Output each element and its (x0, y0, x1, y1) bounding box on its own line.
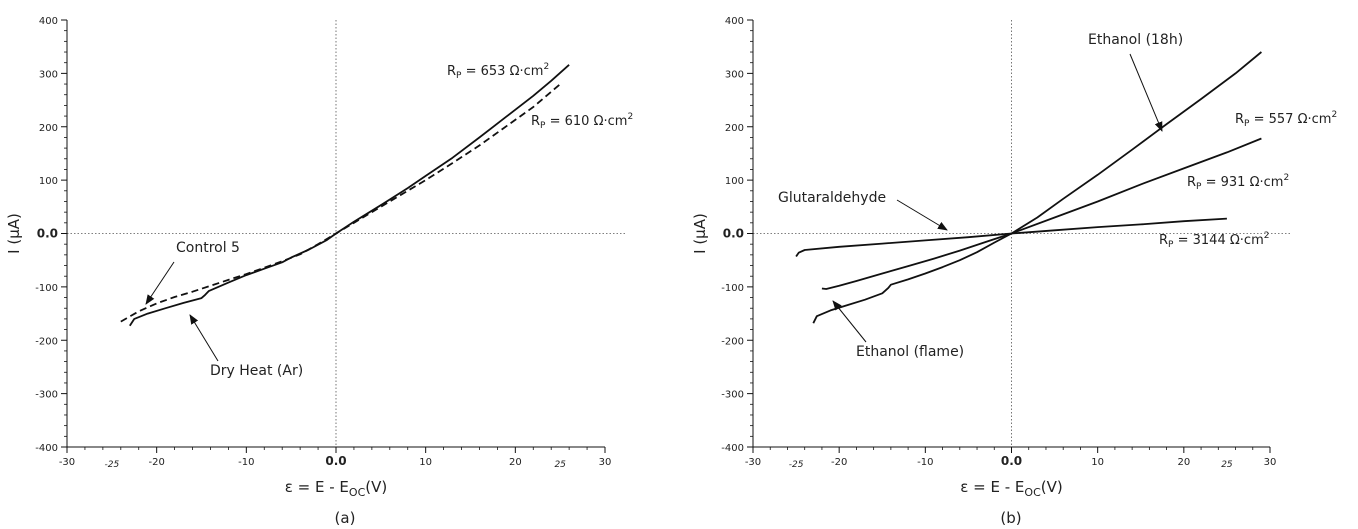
series-annotation-label: Control 5 (176, 240, 240, 256)
y-tick-label: -200 (35, 336, 58, 347)
x-tick-label: 0.0 (325, 454, 346, 468)
y-axis-label: I (μA) (691, 213, 709, 254)
chart-panel-a: -400 -300 -200 -100 0.0 100 200 300 400 -30 -20 -10… (5, 16, 633, 527)
x-axis-label: ε = E - EOC(V) (285, 478, 387, 499)
y-tick-label: -100 (35, 283, 58, 294)
series-line-dry-heat-ar (129, 64, 570, 327)
polarization-resistance-label: RP = 653 Ω·cm2 (447, 62, 549, 81)
x-tick-label: 30 (1264, 457, 1277, 468)
polarization-resistance-label: RP = 3144 Ω·cm2 (1159, 231, 1269, 250)
y-tick-label: 300 (725, 69, 744, 80)
polarization-resistance-label: RP = 610 Ω·cm2 (531, 112, 633, 131)
series-annotation-label: Ethanol (18h) (1088, 32, 1183, 48)
polarization-resistance-label: RP = 931 Ω·cm2 (1187, 173, 1289, 192)
series-line-glutaraldehyde (795, 217, 1227, 258)
extra-x-tick-label: -25 (789, 460, 804, 470)
y-tick-label: -100 (721, 283, 744, 294)
x-axis-label: ε = E - EOC(V) (960, 478, 1062, 499)
x-tick-label: -10 (917, 457, 933, 468)
x-tick-label: 20 (1177, 457, 1190, 468)
panel-label: (a) (335, 509, 356, 527)
polarization-resistance-label: RP = 557 Ω·cm2 (1235, 110, 1337, 129)
extra-x-tick-label: 25 (1221, 460, 1233, 470)
extra-x-tick-label: 25 (554, 460, 566, 470)
x-tick-label: -30 (745, 457, 761, 468)
y-tick-label: 200 (725, 123, 744, 134)
annotation-arrow (189, 314, 219, 362)
x-tick-label: 10 (419, 457, 432, 468)
x-tick-label: 10 (1091, 457, 1104, 468)
annotation-arrow (145, 261, 175, 305)
annotation-arrow (832, 300, 867, 343)
y-tick-label: -400 (721, 443, 744, 454)
chart-panel-b: -400 -300 -200 -100 0.0 100 200 300 400 -30 -20 -10… (691, 16, 1337, 527)
y-tick-label: 400 (39, 16, 58, 27)
y-tick-label: -300 (35, 390, 58, 401)
x-tick-label: 20 (509, 457, 522, 468)
x-tick-label: -10 (238, 457, 254, 468)
y-tick-label: 300 (39, 69, 58, 80)
series-annotation-label: Glutaraldehyde (778, 190, 886, 206)
y-tick-label: -400 (35, 443, 58, 454)
x-tick-label: 0.0 (1001, 454, 1022, 468)
x-tick-label: -20 (148, 457, 164, 468)
y-tick-label: 200 (39, 123, 58, 134)
x-tick-label: -20 (831, 457, 847, 468)
y-tick-label: 0.0 (723, 227, 744, 241)
series-annotation-label: Ethanol (flame) (856, 344, 964, 360)
y-tick-label: 0.0 (37, 227, 58, 241)
y-tick-label: 100 (39, 176, 58, 187)
series-line-control-5 (120, 83, 561, 323)
y-tick-label: -300 (721, 390, 744, 401)
panel-label: (b) (1000, 509, 1021, 527)
x-tick-label: -30 (59, 457, 75, 468)
annotation-arrow (1129, 53, 1163, 132)
x-tick-label: 30 (599, 457, 612, 468)
series-annotation-label: Dry Heat (Ar) (210, 363, 303, 379)
y-axis-label: I (μA) (5, 213, 23, 254)
series-line-ethanol-flame (821, 137, 1262, 290)
y-tick-label: -200 (721, 336, 744, 347)
extra-x-tick-label: -25 (104, 460, 119, 470)
series-line-ethanol-18h (812, 51, 1262, 324)
y-tick-label: 100 (725, 176, 744, 187)
annotation-arrow (896, 199, 948, 231)
y-tick-label: 400 (725, 16, 744, 27)
